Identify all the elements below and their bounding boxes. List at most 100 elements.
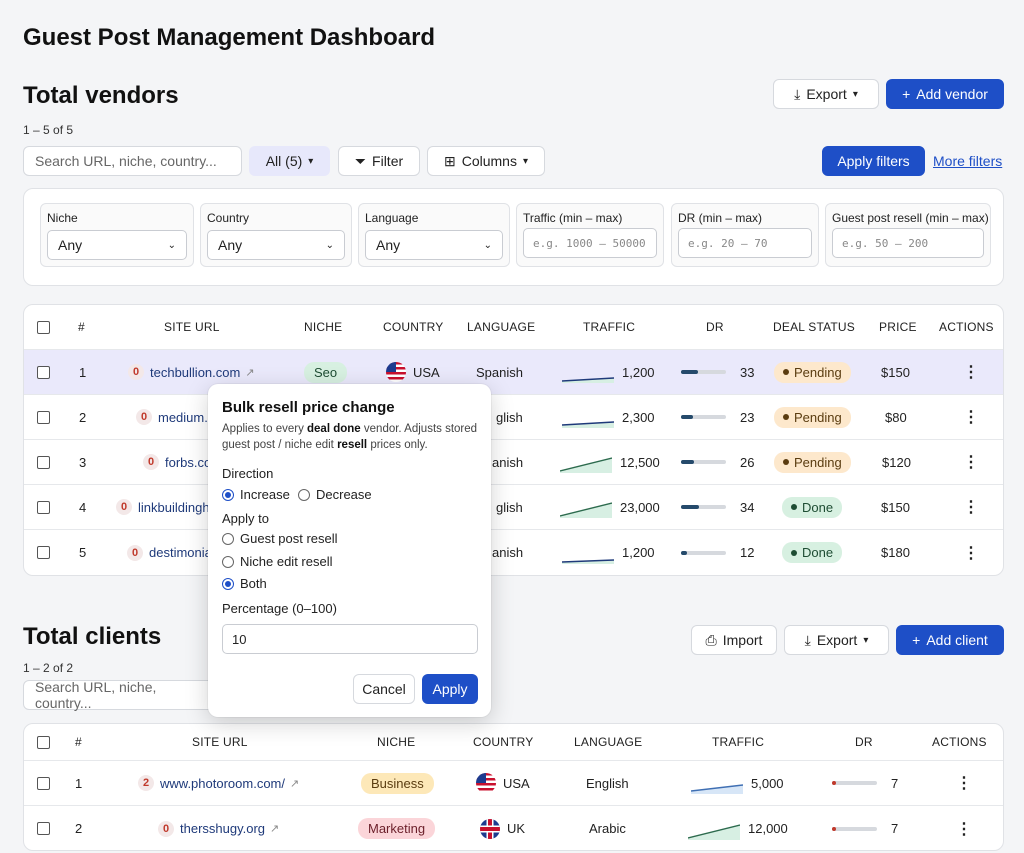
external-link-icon[interactable]: ↗ bbox=[270, 823, 280, 835]
site-url-link[interactable]: techbullion.com bbox=[150, 364, 241, 380]
more-actions-icon[interactable]: ⋮ bbox=[963, 544, 979, 562]
table-row[interactable]: 2 0 medium.c glish 2,300 23 Pending $80 ⋮ bbox=[24, 395, 1003, 440]
apply-filters-button[interactable]: Apply filters bbox=[822, 146, 925, 176]
niche-filter: Niche Any ⌄ bbox=[40, 203, 194, 267]
row-checkbox[interactable] bbox=[37, 776, 50, 790]
decrease-radio[interactable]: Decrease bbox=[298, 487, 372, 502]
dr-filter-label: DR (min – max) bbox=[678, 211, 763, 225]
external-link-icon[interactable]: ↗ bbox=[245, 366, 255, 379]
language-value: glish bbox=[496, 409, 523, 425]
decrease-label: Decrease bbox=[316, 487, 372, 502]
both-radio[interactable]: Both bbox=[222, 576, 267, 591]
niche-select[interactable]: Any ⌄ bbox=[47, 230, 187, 260]
import-clients-button[interactable]: ⎙ Import bbox=[691, 625, 777, 655]
traffic-filter: Traffic (min – max) e.g. 1000 – 50000 bbox=[516, 203, 664, 267]
table-row[interactable]: 1 2 www.photoroom.com/ ↗ Business USA Engl… bbox=[24, 761, 1003, 806]
resell-filter-label: Guest post resell (min – max) bbox=[832, 211, 989, 225]
usa-flag-icon bbox=[476, 773, 496, 793]
row-checkbox[interactable] bbox=[37, 500, 50, 514]
plus-icon: + bbox=[912, 632, 921, 648]
more-filters-link[interactable]: More filters bbox=[933, 153, 1003, 169]
table-row[interactable]: 4 0 linkbuildinghi glish 23,000 34 Done $… bbox=[24, 485, 1003, 530]
country-select[interactable]: Any ⌄ bbox=[207, 230, 345, 260]
columns-button[interactable]: ⊞ Columns ▾ bbox=[427, 146, 545, 176]
price-value: $80 bbox=[885, 409, 907, 425]
site-url-link[interactable]: forbs.co bbox=[165, 454, 212, 470]
dr-bar bbox=[681, 505, 726, 509]
percentage-input[interactable]: 10 bbox=[222, 624, 478, 654]
more-actions-icon[interactable]: ⋮ bbox=[963, 364, 979, 381]
price-value: $150 bbox=[881, 499, 910, 515]
traffic-range-input[interactable]: e.g. 1000 – 50000 bbox=[523, 228, 657, 258]
table-row[interactable]: 3 0 forbs.co anish 12,500 26 Pending $120… bbox=[24, 440, 1003, 485]
import-file-icon: ⎙ bbox=[705, 631, 717, 648]
traffic-sparkline bbox=[691, 784, 743, 794]
export-clients-button[interactable]: ⤓ Export ▾ bbox=[784, 625, 889, 655]
language-select[interactable]: Any ⌄ bbox=[365, 230, 503, 260]
row-checkbox[interactable] bbox=[37, 822, 50, 835]
select-all-checkbox[interactable] bbox=[37, 735, 50, 749]
status-dot bbox=[791, 504, 797, 510]
add-vendor-button[interactable]: + Add vendor bbox=[886, 79, 1004, 109]
chevron-down-icon: ▾ bbox=[852, 88, 858, 100]
clients-count: 1 – 2 of 2 bbox=[23, 661, 74, 675]
row-checkbox[interactable] bbox=[37, 455, 50, 469]
more-actions-icon[interactable]: ⋮ bbox=[956, 775, 972, 792]
vendors-search-input[interactable]: Search URL, niche, country... bbox=[23, 146, 242, 176]
traffic-value: 12,500 bbox=[620, 454, 660, 470]
site-url-link[interactable]: www.photoroom.com/ bbox=[160, 775, 285, 791]
language-select-value: Any bbox=[376, 237, 401, 253]
more-actions-icon[interactable]: ⋮ bbox=[956, 820, 972, 838]
table-row[interactable]: 2 0 thersshugy.org ↗ Marketing UK Arabic 1… bbox=[24, 806, 1003, 850]
export-vendors-button[interactable]: ⤓ Export ▾ bbox=[773, 79, 879, 109]
add-client-button[interactable]: + Add client bbox=[896, 625, 1004, 655]
header-actions: ACTIONS bbox=[939, 320, 994, 334]
site-url-link[interactable]: medium.c bbox=[158, 409, 215, 425]
clients-search-input[interactable]: Search URL, niche, country... bbox=[23, 679, 223, 711]
more-actions-icon[interactable]: ⋮ bbox=[963, 454, 979, 471]
more-actions-icon[interactable]: ⋮ bbox=[963, 499, 979, 516]
site-url-link[interactable]: thersshugy.org bbox=[180, 821, 266, 836]
all-dropdown[interactable]: All (5) ▾ bbox=[249, 146, 330, 176]
dr-range-input[interactable]: e.g. 20 – 70 bbox=[678, 228, 812, 258]
site-url-link[interactable]: linkbuildinghi bbox=[138, 499, 213, 515]
table-row[interactable]: 1 0 techbullion.com ↗ Seo USA Spanish 1,20… bbox=[24, 350, 1003, 395]
site-url-link[interactable]: destimonia bbox=[149, 545, 212, 560]
status-badge: Pending bbox=[774, 451, 851, 473]
guest-post-resell-radio[interactable]: Guest post resell bbox=[222, 531, 338, 546]
traffic-sparkline bbox=[562, 377, 614, 383]
filter-button[interactable]: ⏷ Filter bbox=[338, 146, 420, 176]
row-checkbox[interactable] bbox=[37, 365, 50, 379]
more-actions-icon[interactable]: ⋮ bbox=[963, 409, 979, 426]
header-traffic: TRAFFIC bbox=[583, 320, 636, 334]
external-link-icon[interactable]: ↗ bbox=[290, 777, 300, 790]
usa-flag-icon bbox=[386, 362, 406, 382]
both-label: Both bbox=[240, 576, 267, 591]
traffic-value: 23,000 bbox=[620, 499, 660, 515]
vendors-title: Total vendors bbox=[23, 82, 179, 109]
radio-icon bbox=[298, 488, 310, 501]
dr-bar bbox=[832, 781, 877, 785]
header-language: LANGUAGE bbox=[574, 735, 643, 749]
language-filter: Language Any ⌄ bbox=[358, 203, 510, 267]
table-row[interactable]: 5 0 destimonia anish 1,200 12 Done $180 ⋮ bbox=[24, 530, 1003, 575]
zero-badge: 0 bbox=[127, 544, 143, 561]
dr-value: 33 bbox=[740, 364, 755, 380]
dr-bar-fill bbox=[832, 826, 836, 831]
country-value: USA bbox=[413, 364, 440, 380]
increase-radio[interactable]: Increase bbox=[222, 487, 290, 502]
dr-bar-fill bbox=[832, 781, 836, 785]
desc-text: vendor. Adjusts stored guest post / nich… bbox=[222, 423, 478, 451]
resell-range-input[interactable]: e.g. 50 – 200 bbox=[832, 228, 984, 258]
zero-badge: 0 bbox=[116, 499, 132, 515]
select-all-checkbox[interactable] bbox=[37, 320, 50, 334]
desc-bold: resell bbox=[337, 439, 368, 451]
row-checkbox[interactable] bbox=[37, 410, 50, 424]
header-num: # bbox=[75, 735, 82, 749]
cancel-button[interactable]: Cancel bbox=[353, 674, 415, 704]
header-dr: DR bbox=[706, 320, 724, 334]
page-title: Guest Post Management Dashboard bbox=[23, 24, 436, 51]
apply-button[interactable]: Apply bbox=[422, 674, 478, 704]
niche-edit-resell-radio[interactable]: Niche edit resell bbox=[222, 554, 333, 569]
row-checkbox[interactable] bbox=[37, 546, 50, 559]
